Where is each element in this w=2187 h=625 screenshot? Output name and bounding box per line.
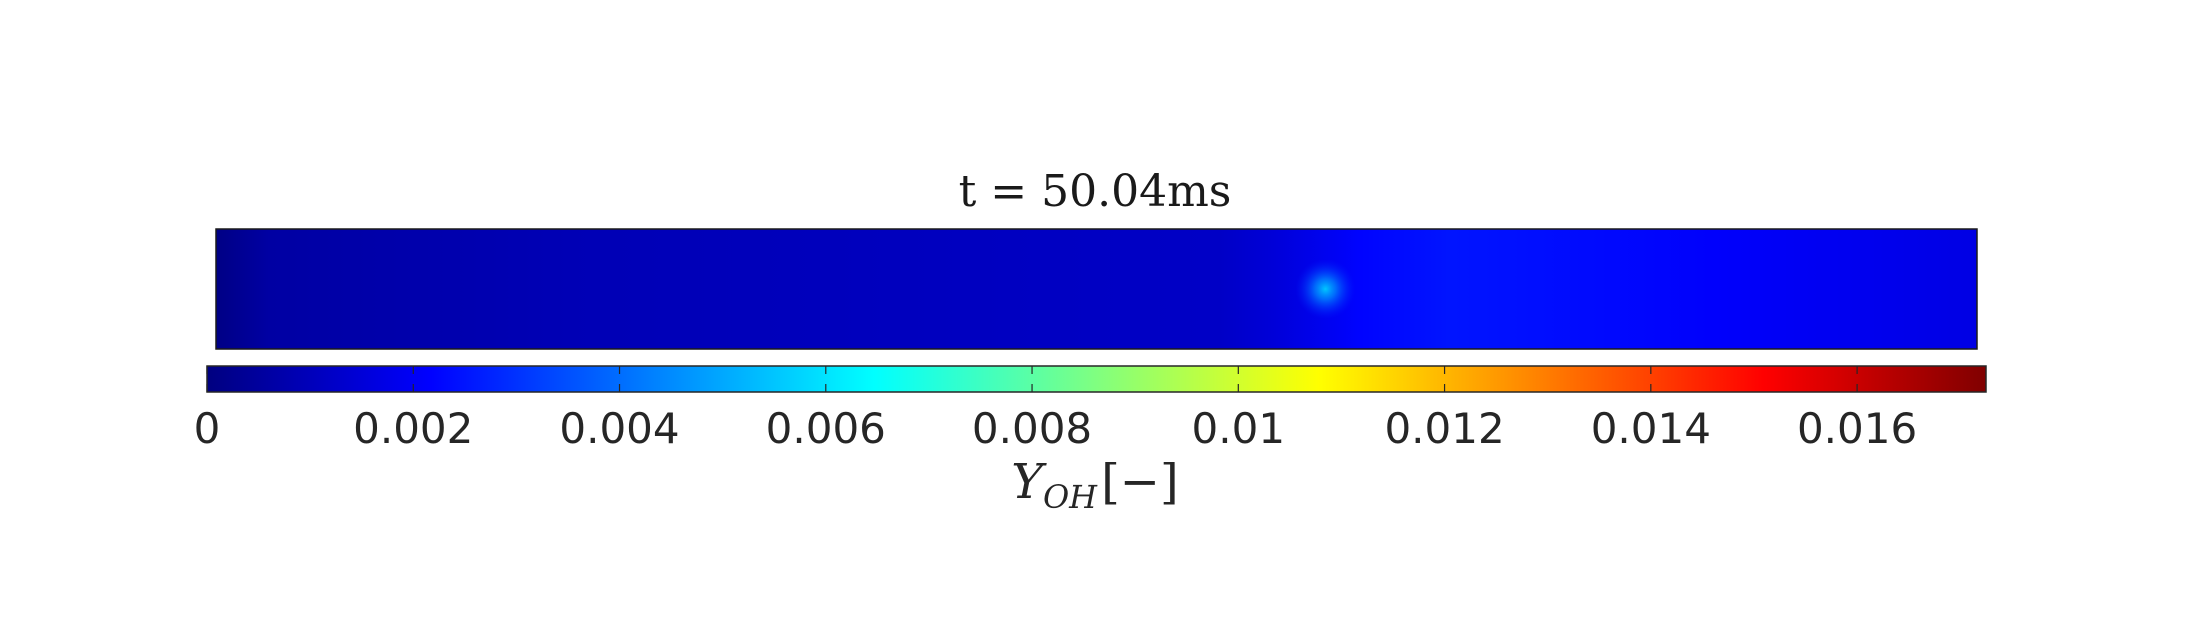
colorbar-tick-label: 0.006	[766, 404, 886, 453]
colorbar-tick-label: 0	[194, 404, 221, 453]
colorbar-tick-labels: 0 0.002 0.004 0.006 0.008 0.01 0.012 0.014 0.016	[194, 404, 1918, 453]
colorbar-tick-label: 0.002	[353, 404, 473, 453]
colorbar-label-sub: OH	[1043, 478, 1098, 516]
colorbar-fill	[207, 366, 1986, 392]
colorbar-tick-label: 0.004	[559, 404, 679, 453]
colorbar: 0 0.002 0.004 0.006 0.008 0.01 0.012 0.014 0.016	[194, 365, 1987, 453]
colorbar-tick-label: 0.012	[1384, 404, 1504, 453]
colorbar-label-units: [−]	[1101, 454, 1179, 510]
chart-title: t = 50.04ms	[959, 166, 1232, 217]
colorbar-frame	[206, 365, 1987, 393]
colorbar-tick-label: 0.01	[1192, 404, 1286, 453]
colorbar-tick-label: 0.014	[1591, 404, 1711, 453]
domain-field-fill	[216, 229, 1977, 349]
domain-frame	[215, 228, 1978, 350]
domain-field	[215, 228, 1978, 350]
colorbar-label-main: Y	[1011, 454, 1047, 510]
flame-kernel-hotspot	[1295, 259, 1356, 319]
colorbar-label: YOH[−]	[1011, 454, 1179, 516]
colorbar-tick-label: 0.016	[1797, 404, 1917, 453]
colorbar-tick-label: 0.008	[972, 404, 1092, 453]
colorbar-ticks	[206, 366, 1858, 392]
